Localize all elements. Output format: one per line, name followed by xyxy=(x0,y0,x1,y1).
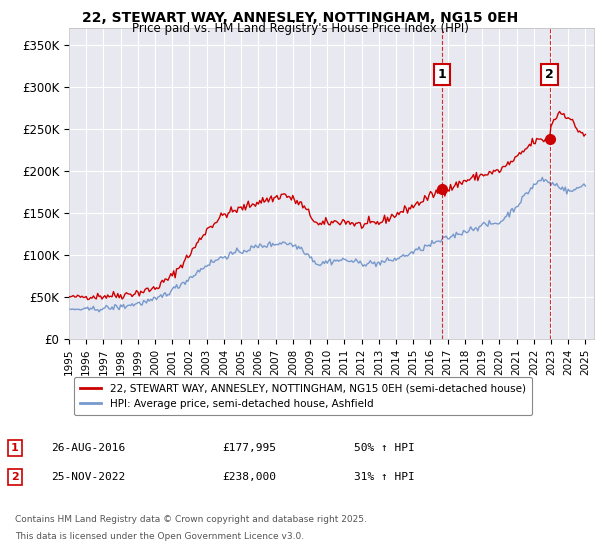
Text: 25-NOV-2022: 25-NOV-2022 xyxy=(51,472,125,482)
Text: 31% ↑ HPI: 31% ↑ HPI xyxy=(354,472,415,482)
Text: 22, STEWART WAY, ANNESLEY, NOTTINGHAM, NG15 0EH: 22, STEWART WAY, ANNESLEY, NOTTINGHAM, N… xyxy=(82,11,518,25)
Text: 1: 1 xyxy=(11,443,19,453)
Text: 1: 1 xyxy=(437,68,446,81)
Text: 26-AUG-2016: 26-AUG-2016 xyxy=(51,443,125,453)
Text: 50% ↑ HPI: 50% ↑ HPI xyxy=(354,443,415,453)
Text: 2: 2 xyxy=(11,472,19,482)
Text: This data is licensed under the Open Government Licence v3.0.: This data is licensed under the Open Gov… xyxy=(15,532,304,541)
Legend: 22, STEWART WAY, ANNESLEY, NOTTINGHAM, NG15 0EH (semi-detached house), HPI: Aver: 22, STEWART WAY, ANNESLEY, NOTTINGHAM, N… xyxy=(74,377,532,415)
Text: 2: 2 xyxy=(545,68,554,81)
Text: £238,000: £238,000 xyxy=(222,472,276,482)
Text: £177,995: £177,995 xyxy=(222,443,276,453)
Text: Price paid vs. HM Land Registry's House Price Index (HPI): Price paid vs. HM Land Registry's House … xyxy=(131,22,469,35)
Text: Contains HM Land Registry data © Crown copyright and database right 2025.: Contains HM Land Registry data © Crown c… xyxy=(15,515,367,524)
